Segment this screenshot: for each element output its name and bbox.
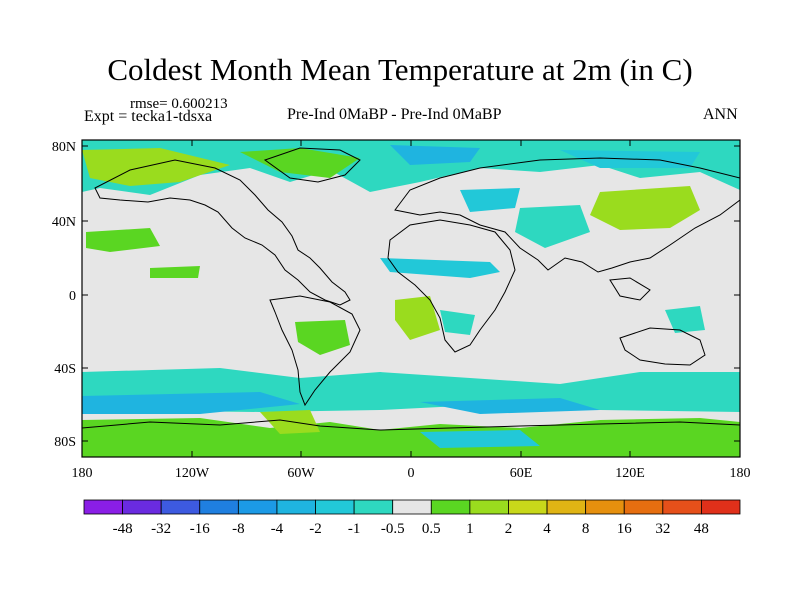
colorbar-label: 4 <box>543 521 551 537</box>
colorbar-label: -0.5 <box>381 521 405 537</box>
field-north-pacific-west <box>86 228 160 252</box>
lon-ticks <box>81 140 741 457</box>
rmse-label: rmse= 0.600213 <box>130 96 228 112</box>
field-south-america <box>295 320 350 355</box>
colorbar-swatch <box>469 499 509 515</box>
field-greenland <box>240 148 360 178</box>
colorbar-swatch <box>430 499 471 515</box>
lon-label-60w: 60W <box>287 466 315 481</box>
colorbar-label: -32 <box>151 521 171 537</box>
lat-label-80s: 80S <box>54 435 76 450</box>
maritime-continent-coast <box>609 277 651 301</box>
field-indian-ocean-east <box>665 306 705 333</box>
colorbar-swatch <box>623 499 664 515</box>
lon-label-0: 0 <box>408 466 415 481</box>
colorbar-swatch <box>508 499 548 515</box>
field-alaska <box>82 148 230 186</box>
comparison-label: Pre-Ind 0MaBP - Pre-Ind 0MaBP <box>287 106 502 123</box>
experiment-label: Expt = tecka1-tdsxa <box>84 108 213 125</box>
field-central-asia <box>515 205 590 248</box>
south-america-coast <box>269 295 361 407</box>
field-south-atlantic <box>395 296 440 340</box>
lat-label-40n: 40N <box>52 215 76 230</box>
field-north-pacific-east <box>150 266 200 278</box>
colorbar-swatch <box>237 499 278 515</box>
colorbar-label: -8 <box>232 521 245 537</box>
field-antarctica <box>82 418 740 457</box>
colorbar-label: 48 <box>694 521 709 537</box>
coastlines <box>82 147 740 431</box>
australia-coast <box>619 327 706 366</box>
lon-label-120w: 120W <box>175 466 210 481</box>
lat-label-80n: 80N <box>52 140 76 155</box>
eurasia-coast <box>394 157 740 273</box>
lon-label-180e: 180 <box>730 466 751 481</box>
colorbar-swatch <box>585 499 625 515</box>
season-label: ANN <box>703 106 738 123</box>
colorbar-label: 0.5 <box>422 521 441 537</box>
north-america-coast <box>94 159 351 306</box>
lon-labels: 180 120W 60W 0 60E 120E 180 <box>72 466 751 481</box>
field-east-antarctica <box>420 430 540 448</box>
greenland-coast <box>263 147 361 183</box>
colorbar-swatch <box>546 499 587 515</box>
lat-ticks <box>82 145 740 442</box>
colorbar-label: 16 <box>617 521 633 537</box>
anomaly-fields <box>82 140 740 457</box>
colorbar-label: 8 <box>582 521 590 537</box>
colorbar-swatch <box>276 499 316 515</box>
field-southern-ocean-pacific <box>82 392 300 414</box>
field-north-atlantic <box>390 145 480 165</box>
lon-label-120e: 120E <box>615 466 645 481</box>
colorbar-swatch <box>122 499 162 515</box>
colorbar-swatch <box>83 499 123 515</box>
lat-label-40s: 40S <box>54 362 76 377</box>
colorbar-label: -48 <box>113 521 133 537</box>
colorbar-swatch <box>315 499 355 515</box>
colorbar-label: 1 <box>466 521 474 537</box>
map-plot-area <box>81 139 741 458</box>
lat-labels: 80N 40N 0 40S 80S <box>52 140 76 450</box>
colorbar: -48 -32 -16 -8 -4 -2 -1 -0.5 0.5 1 2 4 8 16 32 48 <box>83 499 741 537</box>
map-title: Coldest Month Mean Temperature at 2m (in… <box>107 52 693 87</box>
colorbar-label: -1 <box>348 521 361 537</box>
africa-coast <box>387 219 516 353</box>
lon-label-180w: 180 <box>72 466 93 481</box>
field-europe-east <box>460 188 520 212</box>
colorbar-label: 2 <box>505 521 513 537</box>
colorbar-label: -2 <box>309 521 322 537</box>
colorbar-swatch <box>701 499 741 515</box>
lon-label-60e: 60E <box>510 466 533 481</box>
colorbar-swatch <box>160 499 201 515</box>
colorbar-swatch <box>662 499 702 515</box>
lat-label-0: 0 <box>69 289 76 304</box>
colorbar-label: 32 <box>655 521 670 537</box>
colorbar-swatch <box>392 499 432 515</box>
antarctica-coast <box>82 419 740 431</box>
colorbar-label: -16 <box>190 521 210 537</box>
field-southern-ocean-indian <box>420 398 600 414</box>
colorbar-label: -4 <box>271 521 284 537</box>
field-north-asia <box>590 186 700 230</box>
colorbar-swatch <box>199 499 239 515</box>
colorbar-swatch <box>353 499 394 515</box>
field-sahara <box>380 258 500 278</box>
field-africa-south <box>440 310 475 335</box>
